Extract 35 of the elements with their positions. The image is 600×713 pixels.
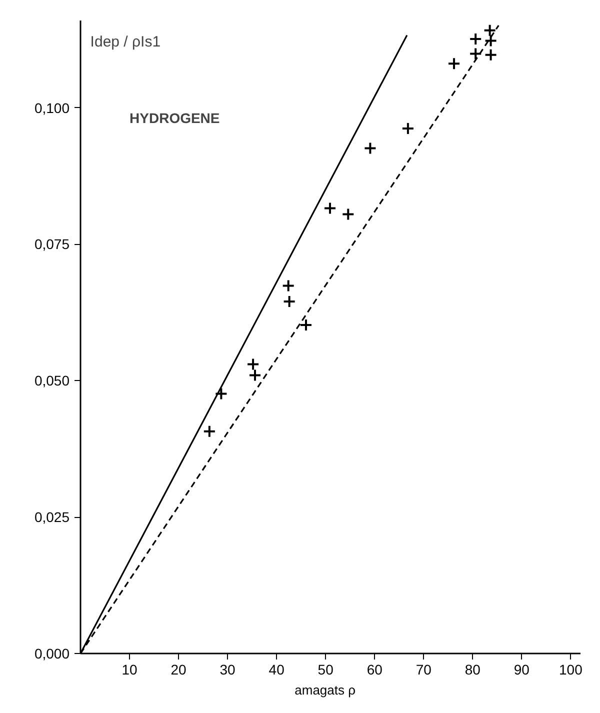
x-tick-label: 10 <box>122 662 138 678</box>
point <box>483 24 496 37</box>
point <box>282 295 296 308</box>
x-tick-label: 40 <box>268 662 285 678</box>
x-tick-label: 70 <box>416 662 432 678</box>
y-tick-label: 0,075 <box>34 236 70 252</box>
x-tick-label: 100 <box>559 662 583 678</box>
point <box>364 142 377 155</box>
x-tick-label: 50 <box>318 662 334 678</box>
point <box>469 47 482 60</box>
y-axis-title: Idep / ρIs1 <box>90 34 161 50</box>
x-tick-label: 90 <box>514 662 530 678</box>
x-tick-label: 60 <box>366 662 383 678</box>
point <box>401 122 414 136</box>
point <box>202 424 216 438</box>
y-tick-label: 0,000 <box>34 646 70 662</box>
point <box>484 48 498 62</box>
text: HYDROGENE <box>130 110 220 126</box>
point <box>248 368 262 382</box>
x-tick-label: 80 <box>464 662 481 678</box>
point <box>342 208 355 221</box>
point <box>324 202 337 215</box>
x-tick-label: 20 <box>170 662 187 678</box>
x-tick-label: 30 <box>220 662 236 678</box>
point <box>448 57 461 70</box>
point <box>246 358 260 371</box>
y-tick-label: 0,050 <box>34 372 70 389</box>
point <box>282 279 295 292</box>
y-tick-label: 0,025 <box>34 509 70 526</box>
x-axis-title: amagats ρ <box>294 682 356 698</box>
point <box>299 318 312 332</box>
point <box>469 32 482 46</box>
point <box>214 387 228 400</box>
y-tick-label: 0,100 <box>34 100 70 116</box>
point <box>484 34 498 48</box>
